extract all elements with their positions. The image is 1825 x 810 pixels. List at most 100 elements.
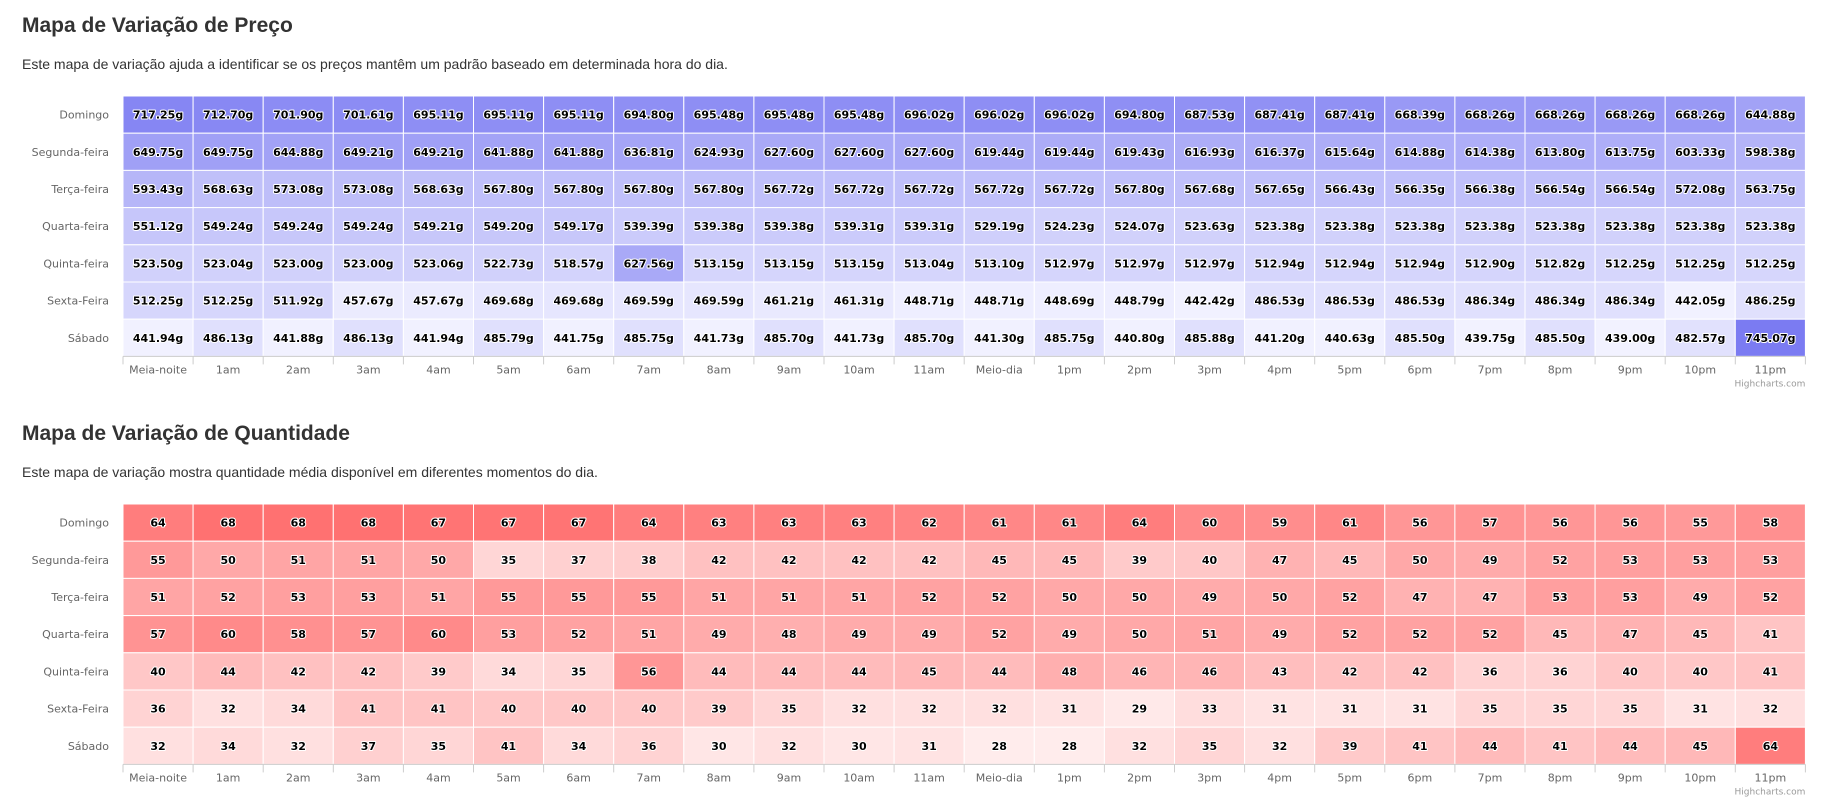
heatmap-cell[interactable] <box>192 95 264 134</box>
heatmap-cell[interactable] <box>893 540 965 579</box>
heatmap-cell[interactable] <box>332 577 404 617</box>
heatmap-cell[interactable] <box>1734 577 1806 617</box>
heatmap-cell[interactable] <box>753 652 825 691</box>
heatmap-cell[interactable] <box>1384 132 1456 171</box>
heatmap-cell[interactable] <box>473 689 545 728</box>
heatmap-cell[interactable] <box>1524 577 1596 617</box>
heatmap-cell[interactable] <box>963 281 1035 320</box>
heatmap-cell[interactable] <box>963 540 1035 579</box>
heatmap-cell[interactable] <box>1033 207 1105 246</box>
heatmap-cell[interactable] <box>332 726 404 765</box>
heatmap-cell[interactable] <box>1594 503 1666 542</box>
heatmap-cell[interactable] <box>1244 540 1316 579</box>
heatmap-cell[interactable] <box>1174 503 1246 542</box>
heatmap-cell[interactable] <box>1033 132 1105 171</box>
heatmap-cell[interactable] <box>262 318 334 357</box>
heatmap-cell[interactable] <box>683 503 755 542</box>
heatmap-cell[interactable] <box>893 244 965 283</box>
heatmap-cell[interactable] <box>1524 689 1596 728</box>
heatmap-cell[interactable] <box>1314 689 1386 728</box>
price-heatmap[interactable]: 717.25g 712.70g 701.90g 701.61g 695.11g 695.1… <box>0 88 1825 398</box>
heatmap-cell[interactable] <box>332 503 404 542</box>
heatmap-cell[interactable] <box>543 615 615 654</box>
heatmap-cell[interactable] <box>823 577 895 617</box>
heatmap-cell[interactable] <box>823 244 895 283</box>
heatmap-cell[interactable] <box>402 577 474 617</box>
heatmap-cell[interactable] <box>963 132 1035 171</box>
heatmap-cell[interactable] <box>1244 726 1316 765</box>
heatmap-cell[interactable] <box>543 540 615 579</box>
heatmap-cell[interactable] <box>192 652 264 691</box>
heatmap-cell[interactable] <box>1524 503 1596 542</box>
heatmap-cell[interactable] <box>473 577 545 617</box>
heatmap-cell[interactable] <box>753 95 825 134</box>
heatmap-cell[interactable] <box>1454 281 1526 320</box>
heatmap-cell[interactable] <box>1524 540 1596 579</box>
heatmap-cell[interactable] <box>683 726 755 765</box>
heatmap-cell[interactable] <box>1454 244 1526 283</box>
heatmap-cell[interactable] <box>402 689 474 728</box>
heatmap-cell[interactable] <box>262 652 334 691</box>
heatmap-cell[interactable] <box>332 615 404 654</box>
heatmap-cell[interactable] <box>683 652 755 691</box>
heatmap-cell[interactable] <box>262 244 334 283</box>
heatmap-cell[interactable] <box>402 540 474 579</box>
heatmap-cell[interactable] <box>543 281 615 320</box>
heatmap-cell[interactable] <box>1734 540 1806 579</box>
heatmap-cell[interactable] <box>683 244 755 283</box>
heatmap-cell[interactable] <box>1033 726 1105 765</box>
heatmap-cell[interactable] <box>122 689 194 728</box>
heatmap-cell[interactable] <box>1734 652 1806 691</box>
heatmap-cell[interactable] <box>963 244 1035 283</box>
heatmap-cell[interactable] <box>823 652 895 691</box>
heatmap-cell[interactable] <box>1244 132 1316 171</box>
heatmap-cell[interactable] <box>473 132 545 171</box>
heatmap-cell[interactable] <box>1033 95 1105 134</box>
heatmap-cell[interactable] <box>613 503 685 542</box>
heatmap-cell[interactable] <box>1103 207 1176 246</box>
heatmap-cell[interactable] <box>893 132 965 171</box>
heatmap-cell[interactable] <box>1734 132 1806 171</box>
quantity-heatmap[interactable]: 64 68 68 68 67 67 67 64 63 63 63 62 61 61 64 60 59 61 56 57… <box>0 496 1825 806</box>
heatmap-cell[interactable] <box>683 615 755 654</box>
heatmap-cell[interactable] <box>1314 244 1386 283</box>
heatmap-cell[interactable] <box>963 207 1035 246</box>
heatmap-cell[interactable] <box>1384 503 1456 542</box>
heatmap-cell[interactable] <box>332 132 404 171</box>
heatmap-cell[interactable] <box>893 726 965 765</box>
heatmap-cell[interactable] <box>1033 169 1105 209</box>
heatmap-cell[interactable] <box>192 281 264 320</box>
heatmap-cell[interactable] <box>1033 689 1105 728</box>
heatmap-cell[interactable] <box>683 207 755 246</box>
heatmap-cell[interactable] <box>1384 95 1456 134</box>
heatmap-cell[interactable] <box>1174 577 1246 617</box>
heatmap-cell[interactable] <box>543 95 615 134</box>
heatmap-cell[interactable] <box>1314 615 1386 654</box>
heatmap-cell[interactable] <box>1734 318 1806 357</box>
heatmap-cell[interactable] <box>262 615 334 654</box>
heatmap-cell[interactable] <box>1314 318 1386 357</box>
heatmap-cell[interactable] <box>192 689 264 728</box>
heatmap-cell[interactable] <box>1664 540 1736 579</box>
heatmap-cell[interactable] <box>613 169 685 209</box>
heatmap-cell[interactable] <box>122 169 194 209</box>
heatmap-cell[interactable] <box>543 244 615 283</box>
heatmap-cell[interactable] <box>1734 503 1806 542</box>
heatmap-cell[interactable] <box>1734 244 1806 283</box>
heatmap-cell[interactable] <box>683 689 755 728</box>
heatmap-cell[interactable] <box>1664 615 1736 654</box>
heatmap-cell[interactable] <box>1244 577 1316 617</box>
heatmap-cell[interactable] <box>823 207 895 246</box>
heatmap-cell[interactable] <box>1664 318 1736 357</box>
heatmap-cell[interactable] <box>122 95 194 134</box>
heatmap-cell[interactable] <box>1103 577 1176 617</box>
heatmap-cell[interactable] <box>1594 615 1666 654</box>
heatmap-cell[interactable] <box>1384 726 1456 765</box>
heatmap-cell[interactable] <box>613 95 685 134</box>
heatmap-cell[interactable] <box>543 132 615 171</box>
heatmap-cell[interactable] <box>963 689 1035 728</box>
heatmap-cell[interactable] <box>1384 615 1456 654</box>
heatmap-cell[interactable] <box>613 652 685 691</box>
heatmap-cell[interactable] <box>1174 540 1246 579</box>
heatmap-cell[interactable] <box>683 132 755 171</box>
